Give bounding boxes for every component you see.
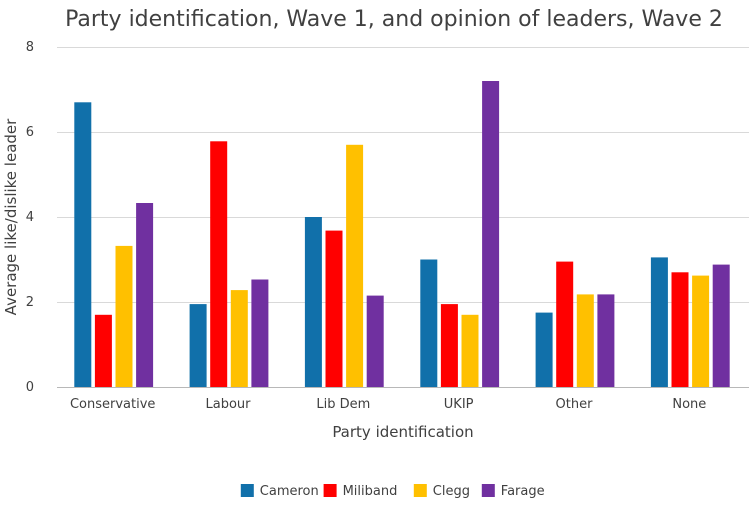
y-tick-label: 8 bbox=[26, 40, 34, 55]
bar-clegg bbox=[115, 245, 133, 387]
legend-item-miliband: Miliband bbox=[323, 484, 398, 499]
x-tick-labels: Conservative Labour Lib Dem UKIP Other None bbox=[70, 397, 706, 412]
bar-farage bbox=[712, 264, 730, 387]
y-tick-label: 0 bbox=[26, 380, 34, 395]
bar-miliband bbox=[440, 304, 458, 387]
legend-item-cameron: Cameron bbox=[240, 484, 319, 499]
bar-cameron bbox=[420, 259, 438, 387]
legend-swatch bbox=[481, 484, 495, 497]
x-tick-label: Conservative bbox=[70, 397, 155, 412]
legend-label: Miliband bbox=[343, 484, 398, 499]
bar-cameron bbox=[74, 102, 92, 388]
legend-label: Cameron bbox=[260, 484, 319, 499]
bar-clegg bbox=[230, 290, 248, 387]
bar-miliband bbox=[210, 141, 228, 387]
bar-miliband bbox=[556, 261, 574, 387]
legend-label: Farage bbox=[501, 484, 545, 499]
y-tick-labels: 0 2 4 6 8 bbox=[26, 40, 34, 395]
legend-item-clegg: Clegg bbox=[413, 484, 470, 499]
bar-farage bbox=[482, 81, 500, 387]
y-tick-label: 6 bbox=[26, 125, 34, 140]
bar-cameron bbox=[304, 217, 322, 387]
y-tick-label: 2 bbox=[26, 295, 34, 310]
bar-miliband bbox=[94, 314, 112, 388]
gridlines bbox=[57, 47, 749, 303]
bar-cameron bbox=[189, 304, 207, 387]
bar-cameron bbox=[650, 257, 668, 387]
bar-farage bbox=[597, 294, 615, 387]
legend-swatch bbox=[240, 484, 254, 497]
x-tick-label: UKIP bbox=[444, 397, 474, 412]
bars bbox=[74, 81, 730, 388]
x-tick-label: Lib Dem bbox=[316, 397, 370, 412]
bar-miliband bbox=[671, 272, 689, 388]
legend: Cameron Miliband Clegg Farage bbox=[240, 484, 545, 499]
bar-clegg bbox=[346, 144, 364, 388]
bar-farage bbox=[136, 203, 154, 387]
x-axis-title: Party identification bbox=[332, 423, 473, 441]
bar-clegg bbox=[692, 275, 710, 387]
x-tick-label: None bbox=[672, 397, 706, 412]
legend-swatch bbox=[413, 484, 427, 497]
legend-item-farage: Farage bbox=[481, 484, 545, 499]
bar-farage bbox=[366, 295, 384, 387]
legend-label: Clegg bbox=[433, 484, 470, 499]
legend-swatch bbox=[323, 484, 337, 497]
y-axis-title: Average like/dislike leader bbox=[2, 118, 20, 315]
y-tick-label: 4 bbox=[26, 210, 34, 225]
x-tick-label: Other bbox=[556, 397, 594, 412]
bar-farage bbox=[251, 279, 269, 387]
chart-title: Party identification, Wave 1, and opinio… bbox=[65, 7, 723, 32]
bar-miliband bbox=[325, 230, 343, 387]
x-tick-label: Labour bbox=[206, 397, 252, 412]
bar-clegg bbox=[576, 294, 594, 387]
bar-clegg bbox=[461, 314, 479, 388]
bar-cameron bbox=[535, 312, 553, 387]
